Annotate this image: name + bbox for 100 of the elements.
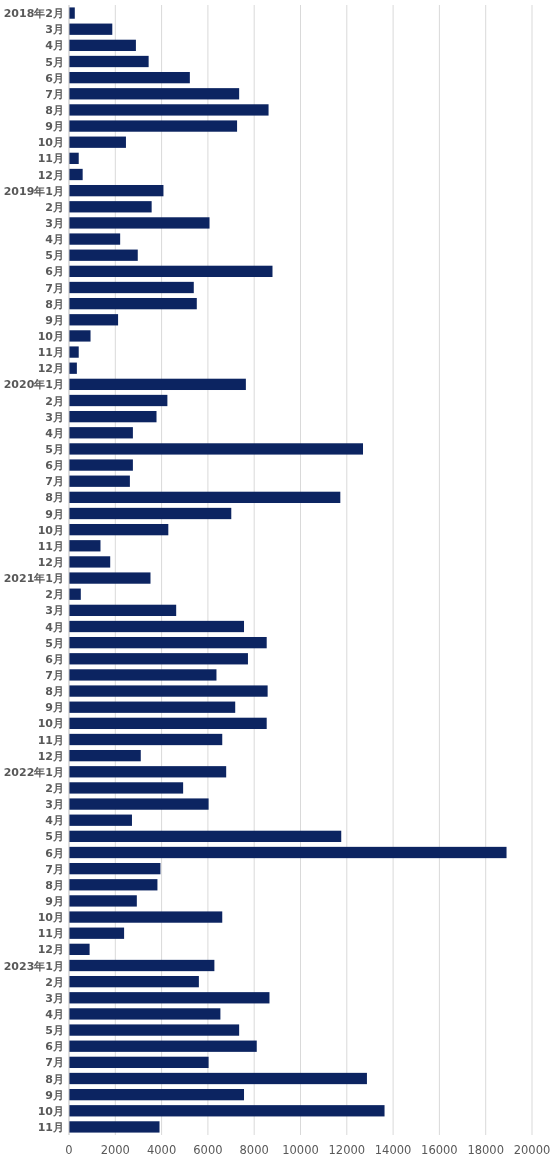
- y-tick-label: 4月: [45, 426, 64, 440]
- bar: [69, 814, 132, 826]
- bar: [69, 959, 215, 972]
- bar: [69, 911, 223, 923]
- bar: [69, 588, 81, 600]
- y-tick-label: 5月: [45, 442, 64, 456]
- y-tick-label: 11月: [37, 346, 64, 360]
- y-tick-label: 7月: [45, 87, 64, 101]
- y-tick-label: 2020年1月: [3, 378, 64, 392]
- bar: [69, 782, 184, 794]
- bar: [69, 7, 75, 19]
- y-tick-label: 2023年1月: [3, 959, 64, 973]
- x-tick-label: 18000: [467, 1143, 504, 1157]
- bar: [69, 846, 507, 859]
- bar: [69, 1024, 240, 1036]
- y-tick-label: 4月: [45, 620, 64, 634]
- x-tick-label: 10000: [282, 1143, 319, 1157]
- y-tick-label: 8月: [45, 685, 64, 699]
- x-tick-label: 0: [65, 1143, 73, 1157]
- bar: [69, 895, 137, 907]
- bar: [69, 152, 79, 165]
- bar: [69, 104, 269, 116]
- bar: [69, 120, 238, 132]
- y-tick-label: 5月: [45, 636, 64, 650]
- y-tick-label: 9月: [45, 1088, 64, 1102]
- y-tick-label: 6月: [45, 265, 64, 279]
- y-tick-label: 12月: [37, 168, 64, 182]
- bar: [69, 507, 232, 520]
- bar: [69, 766, 227, 778]
- y-tick-label: 4月: [45, 233, 64, 247]
- y-tick-label: 4月: [45, 814, 64, 828]
- y-tick-label: 7月: [45, 668, 64, 682]
- y-tick-label: 11月: [37, 1120, 64, 1134]
- bar: [69, 879, 158, 891]
- bar: [69, 459, 133, 471]
- bar: [69, 265, 273, 278]
- y-tick-label: 2月: [45, 394, 64, 408]
- y-tick-label: 7月: [45, 862, 64, 876]
- bar: [69, 88, 240, 100]
- y-tick-label: 8月: [45, 297, 64, 311]
- bar: [69, 249, 138, 261]
- bar: [69, 927, 125, 939]
- bar: [69, 297, 197, 310]
- y-tick-label: 11月: [37, 733, 64, 747]
- bar: [69, 604, 177, 617]
- bar: [69, 701, 236, 713]
- y-tick-label: 8月: [45, 878, 64, 892]
- bar: [69, 39, 136, 52]
- y-tick-label: 12月: [37, 555, 64, 569]
- x-tick-label: 2000: [100, 1143, 130, 1157]
- y-tick-label: 2月: [45, 975, 64, 989]
- x-tick-label: 16000: [421, 1143, 458, 1157]
- y-tick-label: 2月: [45, 200, 64, 214]
- y-tick-label: 7月: [45, 475, 64, 489]
- y-tick-label: 10月: [37, 329, 64, 343]
- bar: [69, 1056, 209, 1069]
- y-tick-label: 7月: [45, 1056, 64, 1070]
- bar: [69, 314, 119, 326]
- y-tick-label: 2月: [45, 588, 64, 602]
- bar: [69, 1121, 160, 1133]
- y-tick-label: 9月: [45, 894, 64, 908]
- y-tick-label: 8月: [45, 491, 64, 505]
- bar: [69, 653, 248, 665]
- y-tick-label: 10月: [37, 136, 64, 150]
- bar: [69, 1040, 257, 1052]
- bar: [69, 491, 341, 504]
- bar: [69, 636, 267, 649]
- y-tick-label: 10月: [37, 1104, 64, 1118]
- y-tick-label: 5月: [45, 830, 64, 844]
- bar: [69, 410, 157, 423]
- bar: [69, 394, 168, 407]
- bar: [69, 346, 79, 358]
- y-tick-label: 6月: [45, 1040, 64, 1054]
- y-tick-label: 4月: [45, 1007, 64, 1021]
- bar: [69, 669, 217, 681]
- y-tick-label: 10月: [37, 523, 64, 537]
- y-tick-label: 5月: [45, 55, 64, 69]
- bar: [69, 281, 194, 294]
- bar: [69, 685, 268, 697]
- bar: [69, 830, 342, 843]
- y-tick-label: 9月: [45, 120, 64, 134]
- bar: [69, 749, 141, 762]
- y-tick-label: 8月: [45, 1072, 64, 1086]
- y-tick-label: 5月: [45, 1024, 64, 1038]
- y-tick-label: 6月: [45, 459, 64, 473]
- y-tick-label: 7月: [45, 281, 64, 295]
- bar: [69, 443, 364, 455]
- bar: [69, 1105, 385, 1117]
- bar: [69, 556, 111, 568]
- y-tick-label: 3月: [45, 604, 64, 618]
- y-tick-label: 9月: [45, 507, 64, 521]
- y-tick-label: 3月: [45, 991, 64, 1005]
- y-tick-label: 11月: [37, 152, 64, 166]
- bar: [69, 201, 152, 213]
- bar: [69, 184, 164, 197]
- x-tick-label: 4000: [146, 1143, 177, 1157]
- bar: [69, 217, 210, 229]
- x-tick-label: 20000: [513, 1143, 551, 1157]
- bar: [69, 523, 169, 536]
- bar: [69, 733, 223, 746]
